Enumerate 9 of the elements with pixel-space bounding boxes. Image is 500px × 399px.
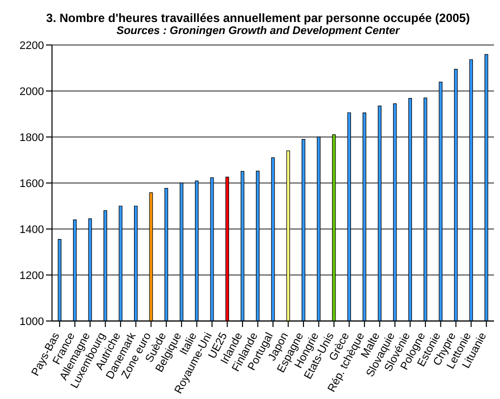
y-tick-label: 2200 [20, 40, 44, 52]
y-tick-label: 1800 [20, 132, 44, 144]
y-tick-label: 1200 [20, 270, 44, 282]
y-tick-label: 1600 [20, 178, 44, 190]
y-tick-label: 1000 [20, 316, 44, 328]
y-tick-label: 1400 [20, 224, 44, 236]
y-tick-label: 2000 [20, 86, 44, 98]
chart-subtitle: Sources : Groningen Growth and Development Center [116, 25, 401, 37]
chart-title: 3. Nombre d'heures travaillées annuellement par personne occupée (2005) [45, 10, 471, 25]
